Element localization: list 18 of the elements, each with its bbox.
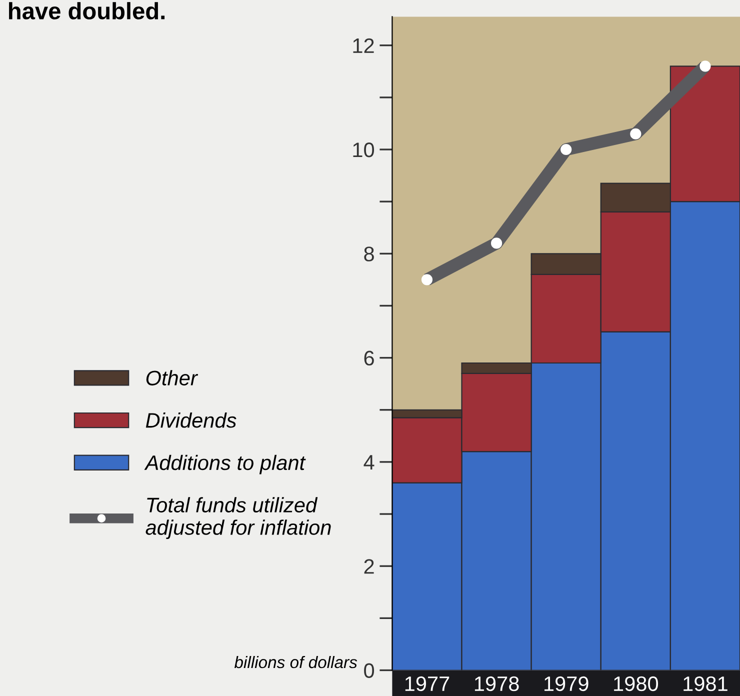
legend-label: Dividends [146, 412, 236, 428]
y-tick-label: 8 [364, 246, 374, 262]
legend-label: Other [146, 370, 198, 386]
y-tick-label: 0 [364, 663, 374, 678]
y-axis-title: billions of dollars [234, 656, 358, 668]
x-tick-label: 1978 [474, 676, 519, 692]
x-tick-label: 1977 [405, 676, 450, 692]
y-tick-label: 6 [364, 350, 374, 366]
y-tick-label: 12 [353, 38, 374, 53]
x-tick-label: 1980 [614, 676, 658, 692]
legend-label: Additions to plant [144, 454, 306, 474]
y-tick-label: 2 [364, 559, 374, 574]
legend-label: Total funds utilized adjusted for inflation [146, 497, 331, 540]
y-tick-label: 10 [353, 142, 374, 158]
y-tick-label: 4 [364, 455, 374, 470]
x-tick-label: 1981 [684, 676, 728, 692]
x-tick-label: 1979 [544, 676, 588, 692]
text: have doubled. [9, 2, 165, 20]
